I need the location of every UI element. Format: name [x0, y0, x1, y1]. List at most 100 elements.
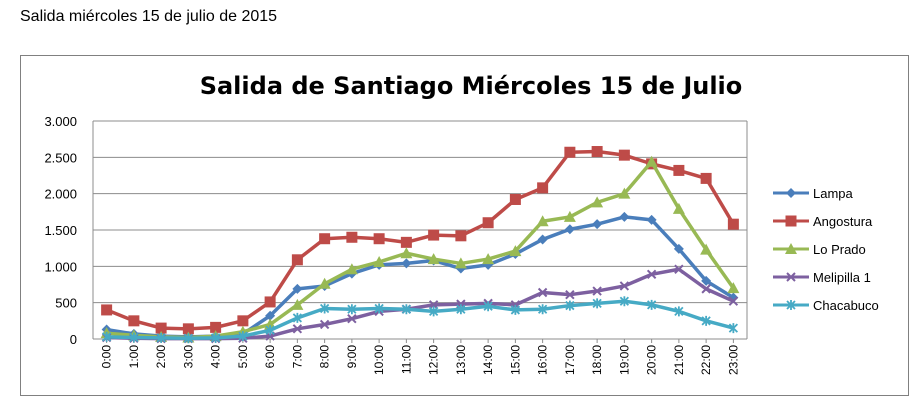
data-point — [592, 286, 602, 296]
x-tick-label: 3:00 — [181, 345, 195, 369]
data-point — [537, 287, 548, 298]
data-point — [155, 322, 167, 334]
legend-marker — [786, 188, 796, 198]
data-point — [727, 218, 739, 230]
y-tick-label: 500 — [55, 296, 77, 311]
data-point — [345, 263, 358, 275]
legend-label: Lampa — [813, 186, 854, 201]
x-tick-label: 1:00 — [127, 345, 141, 369]
data-point — [400, 236, 412, 248]
data-point — [646, 269, 657, 280]
data-point — [701, 275, 712, 286]
data-point — [156, 332, 166, 343]
x-tick-label: 7:00 — [290, 345, 304, 369]
y-tick-label: 0 — [70, 332, 77, 347]
data-point — [674, 306, 684, 317]
data-point — [646, 214, 657, 225]
x-tick-label: 21:00 — [672, 345, 686, 375]
data-point — [456, 304, 466, 315]
data-point — [319, 233, 331, 245]
x-tick-label: 9:00 — [345, 345, 359, 369]
legend-label: Angostura — [813, 214, 873, 229]
x-tick-label: 23:00 — [726, 345, 740, 375]
data-point — [564, 224, 575, 235]
line-chart: Salida de Santiago Miércoles 15 de Julio… — [44, 72, 879, 375]
x-tick-label: 0:00 — [100, 345, 114, 369]
data-point — [565, 300, 575, 311]
data-point — [238, 331, 248, 342]
data-point — [183, 333, 194, 344]
x-tick-label: 14:00 — [481, 345, 495, 375]
series-chacabuco — [101, 296, 739, 344]
data-point — [592, 298, 602, 309]
data-point — [454, 257, 467, 269]
page-caption: Salida miércoles 15 de julio de 2015 — [20, 8, 278, 25]
data-point — [536, 215, 549, 227]
x-tick-label: 2:00 — [154, 345, 168, 369]
data-point — [674, 264, 684, 274]
data-point — [483, 301, 493, 312]
data-point — [101, 331, 112, 342]
data-point — [373, 233, 385, 245]
legend-item: Lo Prado — [773, 242, 866, 257]
legend-item: Lampa — [773, 186, 854, 201]
data-point — [591, 146, 603, 158]
x-tick-label: 6:00 — [263, 345, 277, 369]
data-point — [292, 324, 303, 334]
data-point — [673, 164, 685, 176]
x-tick-label: 8:00 — [318, 345, 332, 369]
legend-marker — [786, 300, 796, 310]
data-point — [537, 234, 548, 245]
x-tick-label: 11:00 — [399, 345, 413, 374]
data-point — [455, 230, 467, 242]
data-point — [728, 292, 739, 303]
data-point — [265, 310, 276, 321]
data-point — [292, 312, 303, 323]
x-tick-label: 10:00 — [372, 345, 386, 375]
data-point — [537, 182, 549, 194]
y-tick-label: 2.000 — [44, 187, 77, 202]
x-tick-label: 4:00 — [209, 345, 223, 369]
data-point — [291, 298, 304, 310]
x-tick-label: 16:00 — [536, 345, 550, 375]
data-point — [509, 245, 522, 257]
data-point — [565, 289, 575, 300]
data-point — [619, 296, 630, 307]
data-point — [210, 332, 221, 343]
data-point — [672, 202, 685, 214]
data-point — [728, 296, 739, 306]
legend-item: Melipilla 1 — [773, 270, 871, 285]
grid — [93, 120, 747, 340]
y-tick-label: 3.000 — [44, 114, 77, 129]
data-point — [701, 284, 711, 294]
axes: 0 500 1.000 1.500 2.000 2.500 3.000 0:00 1:00 2:0… — [44, 114, 748, 375]
data-point — [401, 258, 412, 269]
data-point — [129, 332, 139, 343]
legend-marker — [785, 243, 797, 254]
legend: Lampa Angostura Lo Prado Melipilla 1 Chacabu… — [773, 186, 879, 313]
chart-container: Salida de Santiago Miércoles 15 de Julio… — [20, 55, 909, 396]
data-point — [428, 306, 439, 317]
x-tick-label: 22:00 — [699, 345, 713, 375]
series-lo-prado — [100, 155, 740, 343]
legend-label: Chacabuco — [813, 298, 879, 313]
data-point — [400, 247, 413, 259]
series-layer — [100, 146, 740, 344]
data-point — [728, 323, 739, 334]
data-point — [646, 299, 657, 310]
data-point — [701, 315, 711, 326]
legend-item: Chacabuco — [773, 298, 879, 313]
data-point — [591, 196, 604, 208]
data-point — [237, 315, 249, 327]
data-point — [428, 229, 440, 241]
data-point — [537, 304, 548, 315]
data-point — [619, 211, 630, 222]
data-point — [292, 283, 303, 294]
data-point — [346, 231, 358, 243]
data-point — [592, 219, 603, 230]
legend-label: Melipilla 1 — [813, 270, 871, 285]
data-point — [101, 304, 113, 316]
data-point — [618, 187, 631, 199]
data-point — [482, 217, 494, 229]
x-tick-label: 17:00 — [563, 345, 577, 375]
